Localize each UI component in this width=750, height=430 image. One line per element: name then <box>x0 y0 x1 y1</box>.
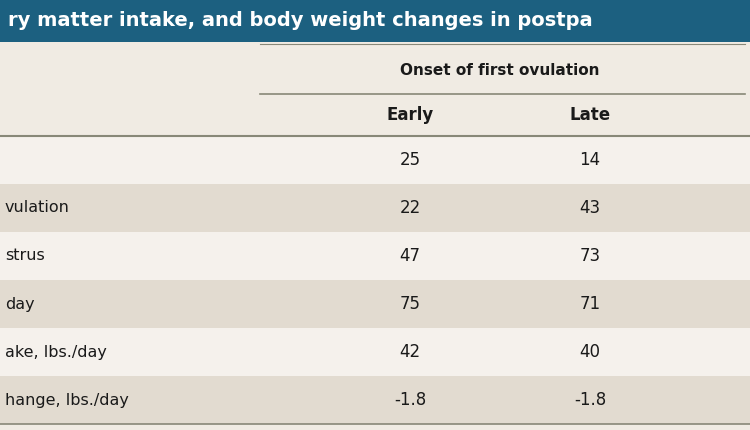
Text: ry matter intake, and body weight changes in postpa: ry matter intake, and body weight change… <box>8 12 592 31</box>
Text: strus: strus <box>5 249 45 264</box>
Text: Late: Late <box>569 106 610 124</box>
Text: 43: 43 <box>580 199 601 217</box>
Text: ake, lbs./day: ake, lbs./day <box>5 344 106 359</box>
Bar <box>0 424 750 430</box>
Bar <box>0 328 750 376</box>
Text: 71: 71 <box>580 295 601 313</box>
Text: -1.8: -1.8 <box>574 391 606 409</box>
Text: hange, lbs./day: hange, lbs./day <box>5 393 129 408</box>
Bar <box>0 136 750 184</box>
Text: -1.8: -1.8 <box>394 391 426 409</box>
Bar <box>0 42 750 94</box>
Text: 40: 40 <box>580 343 601 361</box>
Text: Early: Early <box>386 106 433 124</box>
Text: day: day <box>5 297 34 311</box>
Text: 75: 75 <box>400 295 421 313</box>
Text: 25: 25 <box>400 151 421 169</box>
Text: 22: 22 <box>399 199 421 217</box>
Text: Onset of first ovulation: Onset of first ovulation <box>400 63 600 78</box>
Text: 73: 73 <box>580 247 601 265</box>
Text: vulation: vulation <box>5 200 70 215</box>
Bar <box>0 280 750 328</box>
Text: 47: 47 <box>400 247 421 265</box>
Bar <box>0 0 750 42</box>
Bar <box>0 232 750 280</box>
Text: 42: 42 <box>400 343 421 361</box>
Bar <box>0 94 750 136</box>
Bar <box>0 376 750 424</box>
Bar <box>0 184 750 232</box>
Text: 14: 14 <box>580 151 601 169</box>
